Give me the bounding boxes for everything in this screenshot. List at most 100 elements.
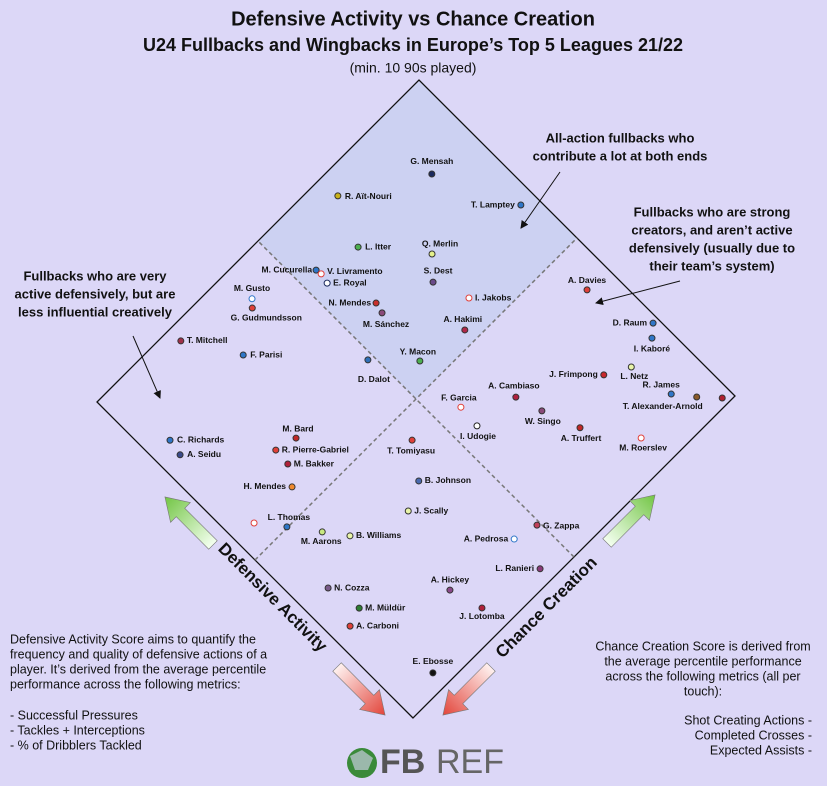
plot-area: G. Mensah R. Aït-Nouri T. Lamptey L. Itter Q… xyxy=(96,79,736,719)
point xyxy=(649,319,657,327)
annotation-arrow xyxy=(132,335,161,399)
point-label: Q. Merlin xyxy=(422,238,458,248)
metric: - % of Dribblers Tackled xyxy=(10,738,142,752)
annotation-arrow xyxy=(520,171,561,229)
point-label: R. James xyxy=(643,379,681,389)
point xyxy=(512,393,520,401)
point xyxy=(416,357,424,365)
point-label: A. Davies xyxy=(568,275,607,285)
point xyxy=(177,337,185,345)
point-label: E. Royal xyxy=(333,277,367,287)
point xyxy=(355,604,363,612)
description: Chance Creation Score is derived from xyxy=(595,639,810,653)
point xyxy=(324,584,332,592)
arrow xyxy=(442,662,496,716)
point xyxy=(250,519,258,527)
point xyxy=(317,270,325,278)
point xyxy=(318,528,326,536)
metric: - Tackles + Interceptions xyxy=(10,723,145,737)
point-label: V. Livramento xyxy=(327,266,382,276)
point-label: M. Roerslev xyxy=(619,442,667,452)
point xyxy=(473,422,481,430)
point xyxy=(346,622,354,630)
point-label: R. Aït-Nouri xyxy=(345,191,392,201)
point xyxy=(465,294,473,302)
point-label: I. Jakobs xyxy=(475,292,512,302)
point-label: J. Frimpong xyxy=(549,369,598,379)
point xyxy=(429,669,437,677)
point-label: B. Johnson xyxy=(425,475,471,485)
point xyxy=(637,434,645,442)
point-label: D. Dalot xyxy=(358,374,390,384)
point xyxy=(378,309,386,317)
quadrant-shade xyxy=(258,80,577,399)
point-label: S. Dest xyxy=(424,265,453,275)
point xyxy=(667,390,675,398)
point-label: M. Gusto xyxy=(234,283,270,293)
logo: FB REF xyxy=(347,743,504,781)
chart-note: (min. 10 90s played) xyxy=(350,60,477,76)
point-label: L. Thomas xyxy=(268,512,311,522)
chart-title: Defensive Activity vs Chance Creation xyxy=(231,8,595,30)
point-label: I. Udogie xyxy=(460,431,496,441)
description: across the following metrics (all per xyxy=(605,669,800,683)
arrow xyxy=(164,496,218,550)
point-label: A. Hickey xyxy=(431,574,470,584)
metric: Expected Assists - xyxy=(710,743,812,757)
point-label: T. Mitchell xyxy=(187,335,228,345)
annotation: Fullbacks who are very xyxy=(23,268,167,283)
description: Defensive Activity Score aims to quantif… xyxy=(10,632,256,646)
point xyxy=(312,266,320,274)
point xyxy=(536,565,544,573)
point xyxy=(457,403,465,411)
point xyxy=(292,434,300,442)
point-label: M. Bakker xyxy=(294,458,335,468)
logo-text: REF xyxy=(436,743,504,781)
point-label: J. Lotomba xyxy=(459,611,505,621)
annotation: contribute a lot at both ends xyxy=(533,148,708,163)
point xyxy=(428,250,436,258)
point xyxy=(415,477,423,485)
point-label: F. Garcia xyxy=(441,392,477,402)
point-label: A. Truffert xyxy=(561,433,602,443)
metric: Shot Creating Actions - xyxy=(684,713,812,727)
point xyxy=(288,483,296,491)
point xyxy=(354,243,362,251)
point xyxy=(648,334,656,342)
point xyxy=(284,460,292,468)
annotation: less influential creatively xyxy=(18,304,173,319)
point xyxy=(429,278,437,286)
point-label: L. Netz xyxy=(620,371,648,381)
point xyxy=(538,407,546,415)
point-label: H. Mendes xyxy=(244,481,287,491)
description: performance across the following metrics… xyxy=(10,677,241,691)
point xyxy=(693,393,701,401)
point-label: A. Carboni xyxy=(356,620,399,630)
point-label: M. Müldür xyxy=(365,602,406,612)
point xyxy=(533,521,541,529)
point xyxy=(583,286,591,294)
annotation: their team’s system) xyxy=(649,258,774,273)
point xyxy=(272,446,280,454)
point-label: Y. Macon xyxy=(400,346,436,356)
point-label: W. Singo xyxy=(525,416,561,426)
annotation-arrow xyxy=(595,280,681,306)
point xyxy=(517,201,525,209)
point-label: T. Lamptey xyxy=(471,199,515,209)
point-label: N. Cozza xyxy=(334,582,370,592)
point-label: G. Zappa xyxy=(543,520,580,530)
point-label: F. Parisi xyxy=(250,349,282,359)
metric: - Successful Pressures xyxy=(10,708,138,722)
point xyxy=(428,170,436,178)
point-label: M. Cucurella xyxy=(262,264,313,274)
description: touch): xyxy=(684,684,722,698)
point-label: R. Pierre-Gabriel xyxy=(282,444,349,454)
frame xyxy=(96,79,736,719)
point xyxy=(600,371,608,379)
point xyxy=(364,356,372,364)
point-label: A. Seidu xyxy=(187,449,221,459)
point-label: E. Ebosse xyxy=(413,656,454,666)
point-label: I. Kaboré xyxy=(634,343,671,353)
description: player. It’s derived from the average pe… xyxy=(10,662,266,676)
